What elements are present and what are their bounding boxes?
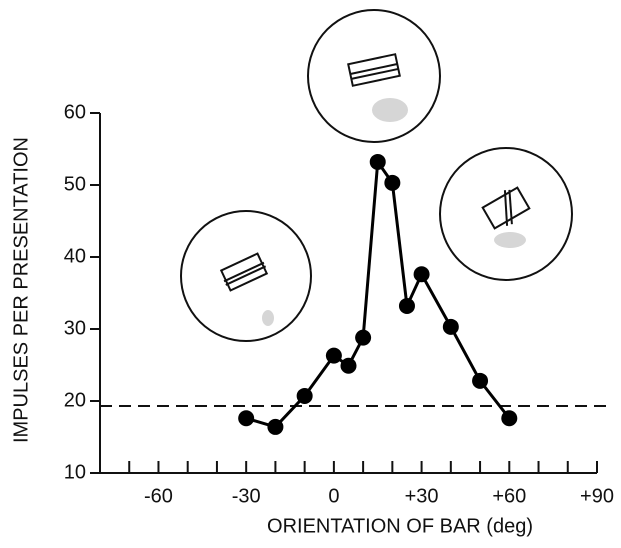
data-point <box>369 153 386 170</box>
data-point <box>398 297 415 314</box>
data-point <box>340 357 357 374</box>
x-tick-label: +90 <box>580 485 614 507</box>
field-circle <box>180 210 312 342</box>
y-axis-label: IMPULSES PER PRESENTATION <box>10 137 32 443</box>
data-point <box>355 329 372 346</box>
x-tick-label: +60 <box>492 485 526 507</box>
y-tick-label: 30 <box>64 317 86 339</box>
x-tick-label: -60 <box>144 485 173 507</box>
field-circle <box>307 9 441 143</box>
data-point <box>238 410 255 427</box>
data-point <box>296 387 313 404</box>
data-point <box>267 418 284 435</box>
data-point <box>325 347 342 364</box>
bar-stimulus <box>481 186 531 230</box>
x-tick-label: 0 <box>328 485 339 507</box>
y-tick-label: 50 <box>64 173 86 195</box>
data-point <box>413 266 430 283</box>
field-circle <box>439 147 573 281</box>
y-tick-label: 10 <box>64 461 86 483</box>
y-tick-label: 60 <box>64 101 86 123</box>
data-point <box>384 174 401 191</box>
data-line <box>245 157 511 429</box>
data-point <box>442 318 459 335</box>
x-tick-label: -30 <box>232 485 261 507</box>
x-tick-label: +30 <box>405 485 439 507</box>
bar-stimulus <box>219 252 269 292</box>
y-tick-label: 20 <box>64 389 86 411</box>
y-tick-label: 40 <box>64 245 86 267</box>
receptive-field-illustrations <box>180 9 573 342</box>
stipple <box>262 98 526 326</box>
data-point <box>501 410 518 427</box>
x-axis-label: ORIENTATION OF BAR (deg) <box>267 515 533 537</box>
bar-stimulus <box>347 53 401 87</box>
data-point <box>472 372 489 389</box>
